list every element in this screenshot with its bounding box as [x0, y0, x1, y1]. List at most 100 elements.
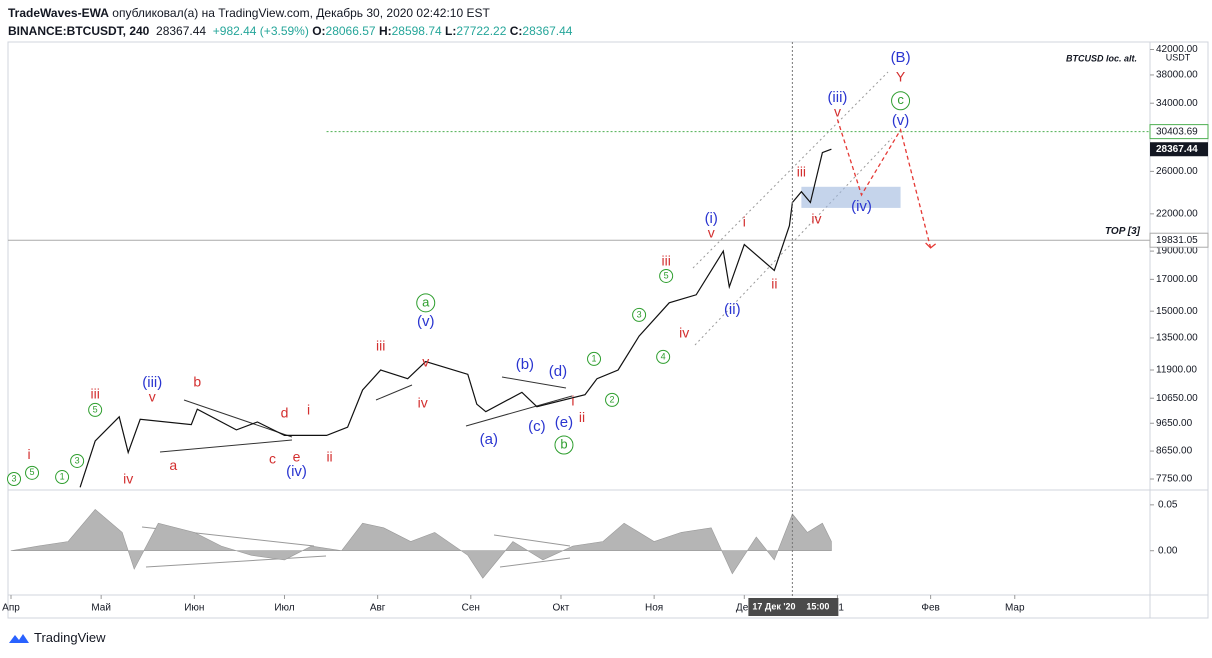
ohlc-value: 28066.57	[325, 24, 376, 38]
wave-label: 5	[93, 404, 98, 414]
y-tick-label: 7750.00	[1156, 474, 1193, 485]
ohlc: O:28066.57 H:28598.74 L:27722.22 C:28367…	[312, 24, 572, 38]
arrow-head	[925, 242, 937, 249]
indicator-pane	[10, 508, 832, 579]
wave-label: 4	[661, 351, 666, 361]
brand: TradingView	[34, 630, 106, 645]
y-tick-label: 8650.00	[1156, 446, 1193, 457]
header-line: BINANCE:BTCUSDT, 240 28367.44 +982.44 (+…	[8, 22, 572, 40]
trendline	[375, 384, 413, 401]
change: +982.44 (+3.59%)	[212, 24, 309, 38]
wave-label: (d)	[549, 363, 567, 380]
wave-label: (iv)	[851, 198, 872, 215]
wave-label: i	[571, 393, 574, 409]
wave-label: d	[281, 405, 289, 421]
trendline	[145, 555, 327, 568]
indicator-area	[10, 508, 832, 579]
header: TradeWaves-EWA опубликовал(а) на Trading…	[8, 4, 572, 40]
wave-label: iv	[811, 211, 821, 227]
wave-label: a	[169, 457, 177, 473]
price-tag-label: 19831.05	[1156, 235, 1198, 246]
zone	[801, 186, 901, 208]
level-text: TOP [3]	[1105, 226, 1141, 237]
channel	[692, 71, 893, 346]
wave-label: ii	[771, 276, 777, 292]
wave-label: 5	[664, 270, 669, 280]
author: TradeWaves-EWA	[8, 6, 109, 20]
wave-label: (iii)	[142, 374, 162, 391]
published: опубликовал(а) на TradingView.com, Декаб…	[112, 6, 490, 20]
price-line	[79, 148, 832, 488]
last-price-tag	[1150, 142, 1208, 157]
wave-label: ii	[579, 409, 585, 425]
trendline	[465, 395, 573, 427]
y-tick-label: 13500.00	[1156, 333, 1198, 344]
footer: TradingView	[8, 630, 106, 645]
unit-label: USDT	[1166, 52, 1191, 62]
last-price-label: 28367.44	[1156, 144, 1198, 155]
wave-label: ii	[326, 449, 332, 465]
y-tick-label: 38000.00	[1156, 70, 1198, 81]
y-tick-label: 15000.00	[1156, 306, 1198, 317]
ohlc-label: O:	[312, 24, 326, 38]
y-tick-label: 11900.00	[1156, 365, 1197, 376]
y-tick-label: 26000.00	[1156, 166, 1198, 177]
wave-circle	[70, 453, 85, 468]
trendline	[493, 534, 571, 547]
wave-label: i	[743, 214, 746, 230]
wave-label: (B)	[891, 49, 911, 66]
x-tick-label: Июл	[274, 603, 294, 614]
wave-label: e	[293, 449, 301, 465]
wave-circle	[416, 293, 436, 313]
wave-label: (c)	[528, 418, 546, 435]
wave-label: (i)	[705, 210, 718, 227]
ohlc-value: 28367.44	[522, 24, 573, 38]
wave-label: 2	[610, 394, 615, 404]
wave-label: 3	[12, 473, 17, 483]
crosshair-tag	[748, 598, 839, 616]
x-tick-label: Авг	[370, 603, 386, 614]
x-tick-label: Окт	[553, 603, 570, 614]
chart-title: BTCUSD loc. alt.	[1066, 53, 1137, 63]
wave-label: 1	[592, 353, 597, 363]
wave-circle	[659, 268, 674, 283]
wave-label: 3	[75, 455, 80, 465]
y-tick-label: 9650.00	[1156, 418, 1193, 429]
wave-label: iii	[661, 253, 670, 269]
wave-label: v	[834, 104, 841, 120]
wave-label: iv	[123, 471, 133, 487]
wave-label: (v)	[892, 112, 910, 129]
wave-label: (v)	[417, 313, 435, 330]
wave-label: (a)	[480, 431, 498, 448]
price: 28367.44	[156, 24, 207, 38]
wave-circle	[55, 470, 70, 485]
x-tick-label: Мар	[1005, 603, 1025, 614]
wave-label: Y	[896, 68, 906, 84]
ohlc-label: C:	[509, 24, 523, 38]
y-tick-label: 42000.00	[1156, 44, 1198, 55]
wave-label: iii	[797, 164, 806, 180]
y-tick-label: 34000.00	[1156, 98, 1198, 109]
wave-label: iii	[376, 338, 385, 354]
wave-circle	[7, 471, 22, 486]
trendline	[159, 439, 293, 453]
price-tag-label: 30403.69	[1156, 126, 1198, 137]
x-tick-label: Апр	[2, 603, 20, 614]
wave-circle	[587, 351, 602, 366]
wave-label: (iv)	[286, 463, 307, 480]
price-pane	[8, 119, 1150, 488]
wave-label: (ii)	[724, 301, 741, 318]
crosshair-time: 15:00	[806, 601, 829, 611]
wave-circle	[25, 465, 40, 480]
y-tick-label: 0.05	[1158, 499, 1178, 510]
x-tick-label: Ноя	[645, 603, 663, 614]
wave-label: c	[269, 451, 276, 467]
trendline	[501, 376, 567, 389]
wave-circle	[605, 392, 620, 407]
wave-circle	[632, 307, 647, 322]
wave-label: 3	[637, 309, 642, 319]
symbol: BINANCE:BTCUSDT, 240	[8, 24, 150, 38]
wave-circle	[656, 349, 671, 364]
wave-label: i	[27, 446, 30, 462]
wave-label: i	[307, 402, 310, 418]
